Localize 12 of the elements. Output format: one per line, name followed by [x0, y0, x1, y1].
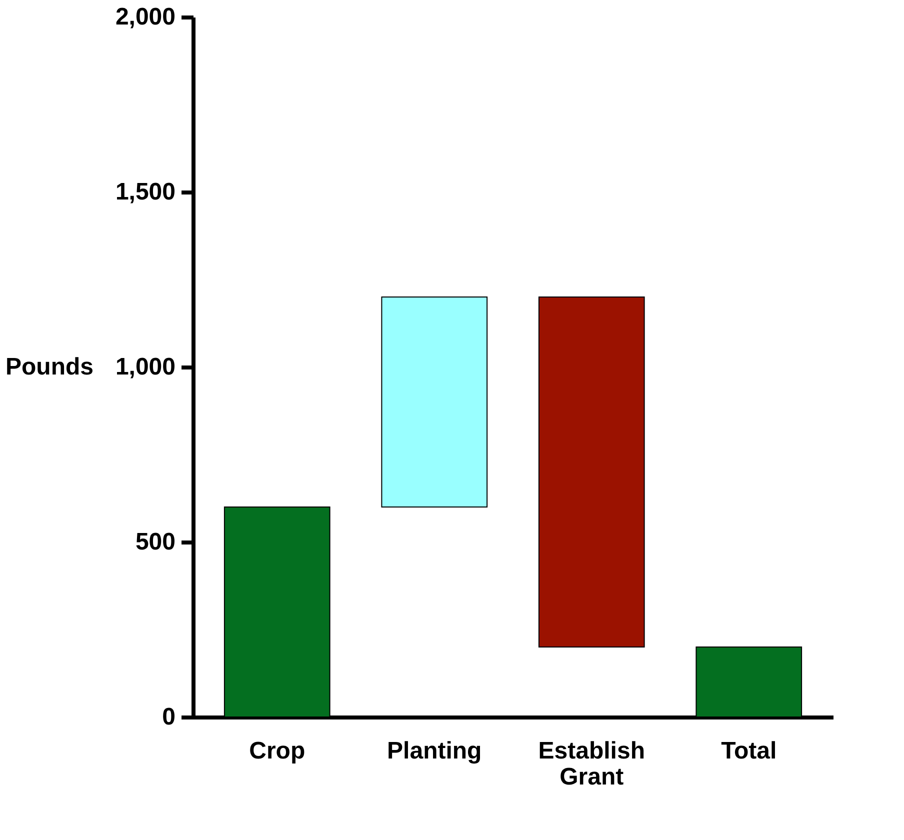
x-tick-label: Total — [721, 738, 777, 764]
y-tick-label: 2,000 — [115, 4, 176, 30]
bar — [538, 296, 645, 648]
x-tick-label: Planting — [387, 738, 482, 764]
y-tick-label: 500 — [135, 528, 176, 556]
y-tick-label: 1,500 — [115, 178, 176, 206]
y-tick-label: 0 — [162, 704, 176, 730]
x-tick-label: Establish Grant — [538, 738, 645, 790]
y-tick-label: 1,000 — [115, 354, 176, 380]
x-tick-label: Crop — [249, 738, 306, 764]
bar — [381, 296, 488, 508]
y-axis-title: Pounds — [6, 354, 94, 380]
